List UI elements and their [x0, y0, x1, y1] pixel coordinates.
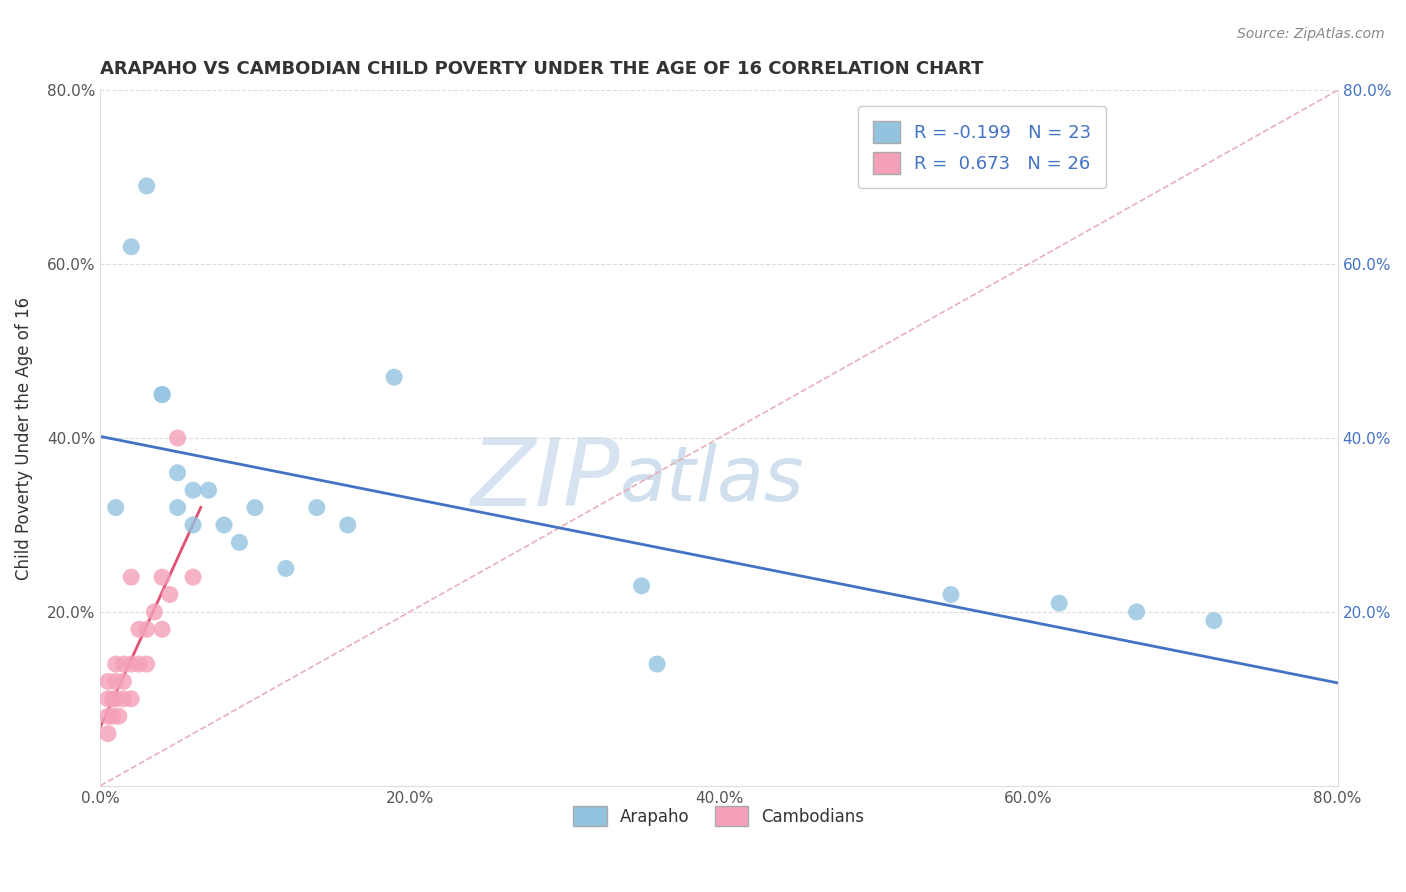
Point	[159, 588, 181, 602]
Point	[228, 535, 250, 549]
Point	[645, 657, 668, 671]
Point	[166, 431, 188, 445]
Point	[150, 622, 173, 636]
Text: ZIP: ZIP	[471, 434, 620, 525]
Point	[108, 709, 131, 723]
Point	[181, 518, 204, 533]
Point	[197, 483, 219, 498]
Point	[166, 466, 188, 480]
Point	[336, 518, 359, 533]
Point	[1047, 596, 1070, 610]
Text: Source: ZipAtlas.com: Source: ZipAtlas.com	[1237, 27, 1385, 41]
Point	[150, 387, 173, 401]
Point	[382, 370, 405, 384]
Point	[120, 570, 142, 584]
Y-axis label: Child Poverty Under the Age of 16: Child Poverty Under the Age of 16	[15, 296, 32, 580]
Point	[101, 691, 124, 706]
Text: ARAPAHO VS CAMBODIAN CHILD POVERTY UNDER THE AGE OF 16 CORRELATION CHART: ARAPAHO VS CAMBODIAN CHILD POVERTY UNDER…	[100, 60, 984, 78]
Point	[128, 622, 150, 636]
Point	[101, 709, 124, 723]
Point	[104, 500, 127, 515]
Point	[212, 518, 235, 533]
Point	[97, 726, 120, 740]
Point	[120, 240, 142, 254]
Point	[104, 674, 127, 689]
Point	[104, 657, 127, 671]
Point	[939, 588, 962, 602]
Point	[181, 570, 204, 584]
Point	[97, 709, 120, 723]
Text: atlas: atlas	[620, 442, 804, 516]
Point	[274, 561, 297, 575]
Point	[112, 674, 135, 689]
Point	[128, 657, 150, 671]
Point	[97, 691, 120, 706]
Point	[112, 691, 135, 706]
Point	[243, 500, 266, 515]
Point	[166, 500, 188, 515]
Point	[120, 691, 142, 706]
Point	[104, 691, 127, 706]
Point	[630, 579, 652, 593]
Point	[1202, 614, 1225, 628]
Point	[1125, 605, 1147, 619]
Point	[150, 570, 173, 584]
Point	[135, 178, 157, 193]
Point	[135, 657, 157, 671]
Point	[150, 387, 173, 401]
Point	[181, 483, 204, 498]
Point	[120, 657, 142, 671]
Point	[305, 500, 328, 515]
Point	[97, 674, 120, 689]
Point	[112, 657, 135, 671]
Legend: Arapaho, Cambodians: Arapaho, Cambodians	[567, 799, 872, 833]
Point	[135, 622, 157, 636]
Point	[143, 605, 166, 619]
